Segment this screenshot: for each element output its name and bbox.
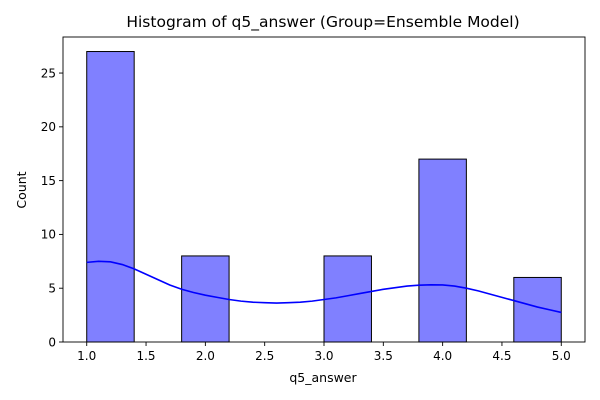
y-tick-label: 20 [41,120,56,134]
y-tick-label: 5 [48,282,56,296]
histogram-bar [418,158,467,343]
chart-title: Histogram of q5_answer (Group=Ensemble M… [126,13,519,32]
bars-layer [86,51,562,343]
x-tick-label: 1.0 [77,349,96,363]
kde-line [86,260,562,314]
x-tick-label: 3.5 [374,349,393,363]
y-tick-label: 25 [41,66,56,80]
x-tick-label: 3.0 [314,349,333,363]
x-tick-label: 2.0 [196,349,215,363]
x-axis-label: q5_answer [289,370,357,385]
y-tick-label: 10 [41,228,56,242]
y-axis-label: Count [14,171,29,208]
x-tick-label: 2.5 [255,349,274,363]
x-axis-ticks: 1.0 1.5 2.0 2.5 3.0 3.5 4.0 4.5 5.0 [77,342,571,363]
x-tick-label: 4.0 [433,349,452,363]
y-tick-label: 0 [48,335,56,349]
histogram-bar [86,51,135,343]
x-tick-label: 1.5 [136,349,155,363]
x-tick-label: 4.5 [492,349,511,363]
y-tick-label: 15 [41,174,56,188]
y-axis-ticks: 0 5 10 15 20 25 [41,66,63,349]
x-tick-label: 5.0 [552,349,571,363]
histogram-bar [513,276,562,343]
histogram-bar [181,255,230,343]
